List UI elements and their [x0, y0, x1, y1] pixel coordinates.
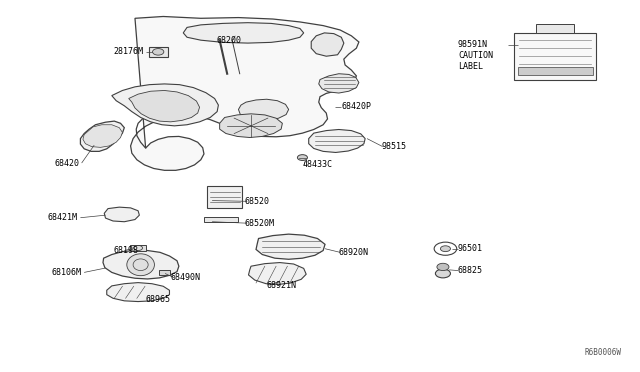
Text: R6B0006W: R6B0006W [584, 348, 621, 357]
Polygon shape [104, 207, 140, 222]
Text: 68920N: 68920N [339, 248, 369, 257]
Bar [536, 24, 574, 33]
Text: 98515: 98515 [381, 142, 406, 151]
Bar [131, 245, 146, 251]
Polygon shape [256, 234, 325, 259]
Polygon shape [103, 250, 179, 279]
Text: 98591N: 98591N [458, 40, 488, 49]
Polygon shape [183, 23, 304, 43]
Polygon shape [311, 33, 344, 56]
Text: 68965: 68965 [146, 295, 171, 304]
Polygon shape [248, 263, 306, 285]
Polygon shape [107, 283, 170, 302]
Polygon shape [319, 74, 359, 93]
Polygon shape [112, 84, 218, 126]
Text: 68490N: 68490N [171, 273, 201, 282]
Bar [518, 67, 593, 75]
Text: 68520M: 68520M [244, 219, 275, 228]
Polygon shape [308, 129, 365, 153]
Polygon shape [129, 90, 200, 122]
Text: 68198: 68198 [113, 246, 138, 255]
Bar [207, 186, 242, 208]
Text: 68200: 68200 [216, 36, 241, 45]
Text: 68520: 68520 [244, 197, 269, 206]
Text: 68106M: 68106M [52, 268, 82, 277]
Text: CAUTION: CAUTION [458, 51, 493, 60]
Text: 68825: 68825 [458, 266, 483, 275]
Ellipse shape [435, 269, 451, 278]
Ellipse shape [127, 254, 154, 276]
Circle shape [298, 155, 307, 160]
Bar [159, 270, 170, 275]
Polygon shape [81, 121, 124, 151]
Ellipse shape [437, 263, 449, 270]
Bar [204, 217, 238, 222]
Text: 68420P: 68420P [342, 102, 372, 111]
Polygon shape [83, 125, 122, 147]
Text: 28176M: 28176M [113, 47, 143, 56]
Text: 68921N: 68921N [267, 280, 297, 290]
Text: 48433C: 48433C [303, 160, 332, 169]
Polygon shape [131, 16, 359, 170]
Bar [148, 47, 168, 57]
Text: 68421M: 68421M [47, 213, 77, 222]
Text: LABEL: LABEL [458, 62, 483, 71]
Polygon shape [220, 114, 282, 138]
Text: 68420: 68420 [55, 158, 80, 167]
Bar [515, 33, 596, 80]
Circle shape [440, 246, 451, 251]
Circle shape [152, 49, 164, 55]
Text: 96501: 96501 [458, 244, 483, 253]
Polygon shape [239, 99, 289, 121]
